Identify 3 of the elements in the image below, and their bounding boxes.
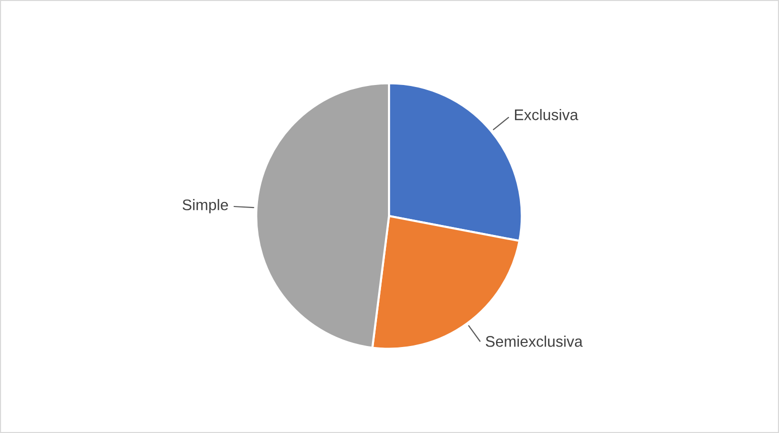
slice-label: Simple <box>182 199 228 214</box>
slice-label: Semiexclusiva <box>486 336 583 347</box>
slice-label: Exclusiva <box>514 108 578 120</box>
